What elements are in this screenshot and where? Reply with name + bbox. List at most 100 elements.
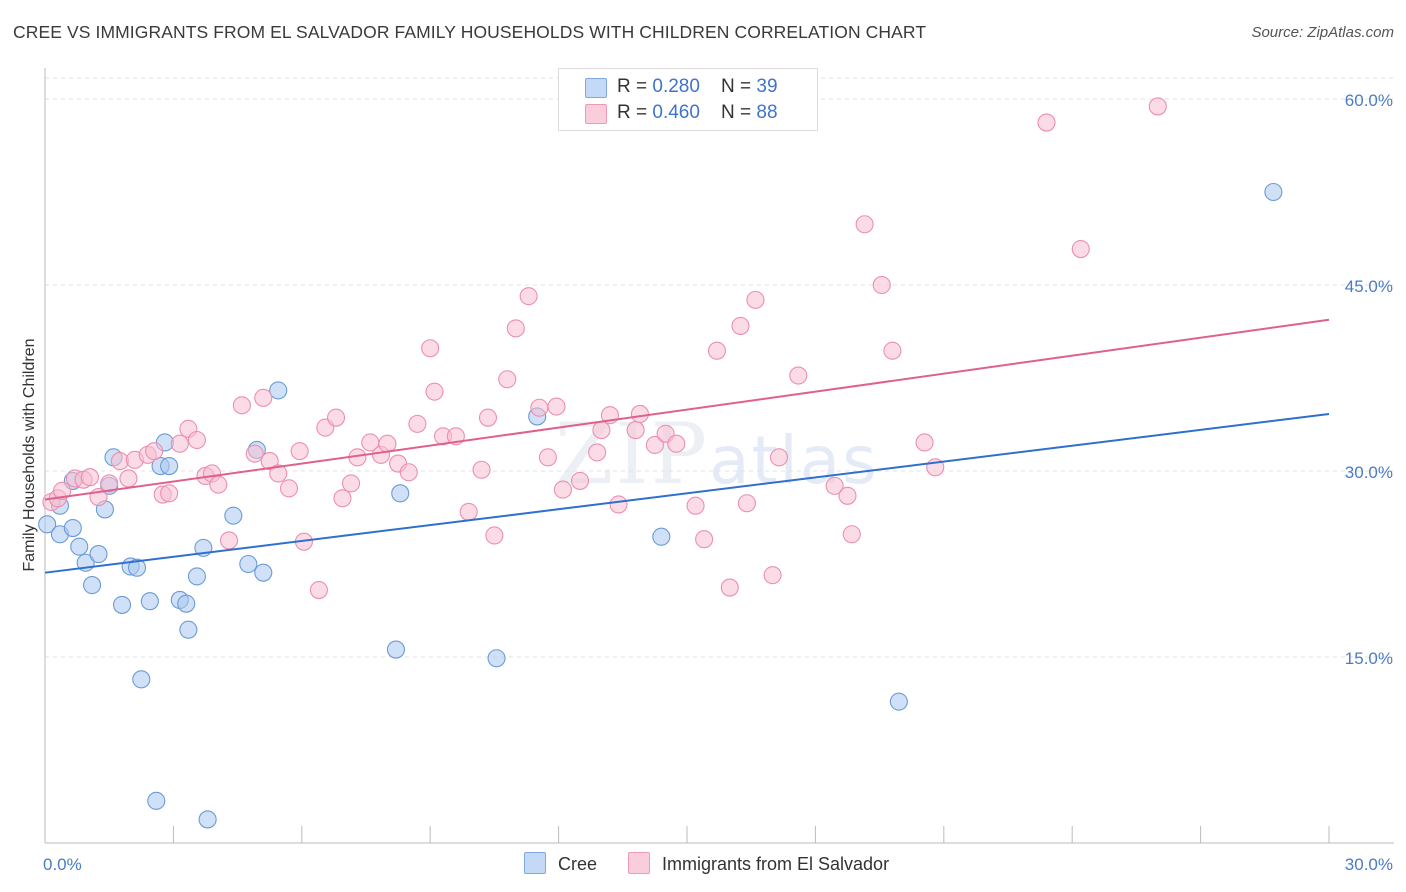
point-cree bbox=[83, 576, 102, 595]
stats-legend: R = 0.280 N = 39 R = 0.460 N = 88 bbox=[558, 68, 818, 131]
point-salvador bbox=[763, 566, 782, 585]
legend-n-label: N = bbox=[721, 76, 757, 97]
point-salvador bbox=[530, 398, 549, 417]
point-cree bbox=[269, 381, 288, 400]
point-salvador bbox=[519, 287, 538, 306]
point-salvador bbox=[110, 452, 129, 471]
point-salvador bbox=[478, 408, 498, 427]
point-salvador bbox=[707, 341, 727, 360]
point-salvador bbox=[459, 502, 478, 521]
point-cree bbox=[386, 640, 406, 659]
legend-n-value: 39 bbox=[756, 76, 778, 97]
point-salvador bbox=[100, 474, 119, 493]
legend-r-value: 0.280 bbox=[652, 76, 700, 97]
point-salvador bbox=[1148, 97, 1167, 116]
point-cree bbox=[391, 484, 410, 503]
point-salvador bbox=[915, 433, 934, 452]
point-salvador bbox=[667, 434, 686, 453]
bottom-legend-cree: Cree bbox=[524, 852, 597, 875]
point-salvador bbox=[209, 475, 228, 494]
point-salvador bbox=[425, 382, 444, 401]
point-salvador bbox=[269, 464, 288, 483]
point-salvador bbox=[570, 471, 590, 490]
point-salvador bbox=[341, 474, 361, 493]
point-salvador bbox=[1037, 113, 1056, 132]
point-salvador bbox=[232, 396, 251, 415]
point-salvador bbox=[746, 290, 765, 309]
point-salvador bbox=[538, 448, 557, 467]
bottom-legend-label-salvador: Immigrants from El Salvador bbox=[662, 854, 890, 874]
trend-line-salvador bbox=[44, 318, 1330, 501]
point-salvador bbox=[626, 421, 645, 440]
point-cree bbox=[889, 692, 908, 711]
point-salvador bbox=[592, 421, 611, 440]
legend-stats-salvador: R = 0.460 N = 88 bbox=[617, 102, 778, 124]
point-salvador bbox=[609, 495, 628, 514]
point-salvador bbox=[309, 580, 328, 600]
data-points bbox=[38, 97, 1283, 829]
point-salvador bbox=[838, 486, 857, 505]
point-salvador bbox=[260, 452, 279, 471]
point-salvador bbox=[399, 463, 418, 482]
point-salvador bbox=[645, 435, 664, 455]
point-cree bbox=[89, 545, 108, 564]
point-cree bbox=[239, 554, 258, 574]
point-salvador bbox=[160, 484, 179, 503]
point-cree bbox=[160, 456, 179, 476]
point-salvador bbox=[254, 388, 273, 407]
axes bbox=[44, 68, 1394, 844]
y-tick-label: 15.0% bbox=[1345, 649, 1393, 668]
point-salvador bbox=[506, 319, 525, 338]
point-salvador bbox=[789, 366, 808, 385]
point-salvador bbox=[737, 494, 756, 513]
legend-swatch-salvador bbox=[585, 104, 607, 124]
y-axis-label: Family Households with Children bbox=[21, 338, 38, 572]
trend-lines bbox=[44, 318, 1330, 574]
point-cree bbox=[177, 594, 196, 613]
point-salvador bbox=[731, 316, 750, 335]
point-salvador bbox=[588, 443, 607, 462]
point-salvador bbox=[547, 397, 566, 416]
point-cree bbox=[224, 506, 243, 525]
legend-r-label: R = bbox=[617, 102, 653, 123]
trend-line-cree bbox=[44, 412, 1330, 574]
legend-r-value: 0.460 bbox=[652, 102, 700, 123]
point-salvador bbox=[219, 531, 239, 550]
point-salvador bbox=[842, 525, 861, 544]
point-salvador bbox=[326, 408, 346, 427]
point-salvador bbox=[145, 442, 164, 461]
legend-stats-cree: R = 0.280 N = 39 bbox=[617, 76, 778, 98]
point-salvador bbox=[170, 434, 189, 453]
bottom-legend-swatch-salvador bbox=[628, 852, 650, 874]
point-cree bbox=[187, 567, 206, 586]
legend-r-label: R = bbox=[617, 76, 653, 97]
source-label: Source: ZipAtlas.com bbox=[1251, 24, 1394, 41]
bottom-legend-swatch-cree bbox=[524, 852, 546, 874]
point-salvador bbox=[279, 479, 299, 498]
point-salvador bbox=[119, 469, 138, 488]
legend-n-value: 88 bbox=[756, 102, 778, 123]
point-cree bbox=[487, 649, 506, 668]
point-cree bbox=[179, 620, 198, 639]
tick-labels: 15.0% 30.0% 45.0% 60.0% 0.0% 30.0% bbox=[43, 91, 1393, 874]
point-salvador bbox=[53, 481, 72, 500]
point-salvador bbox=[290, 442, 309, 461]
point-cree bbox=[132, 670, 151, 689]
point-salvador bbox=[872, 275, 891, 295]
point-cree bbox=[140, 592, 159, 611]
point-salvador bbox=[472, 460, 491, 479]
point-salvador bbox=[825, 476, 844, 495]
point-salvador bbox=[720, 578, 739, 597]
point-salvador bbox=[408, 414, 427, 433]
chart-title: CREE VS IMMIGRANTS FROM EL SALVADOR FAMI… bbox=[13, 22, 927, 42]
point-salvador bbox=[769, 448, 789, 467]
point-salvador bbox=[855, 215, 874, 234]
point-salvador bbox=[630, 404, 649, 424]
point-salvador bbox=[333, 489, 352, 508]
point-salvador bbox=[485, 526, 504, 545]
y-tick-label: 60.0% bbox=[1345, 91, 1393, 110]
point-salvador bbox=[1071, 239, 1090, 259]
point-salvador bbox=[686, 496, 705, 515]
point-salvador bbox=[883, 341, 902, 360]
